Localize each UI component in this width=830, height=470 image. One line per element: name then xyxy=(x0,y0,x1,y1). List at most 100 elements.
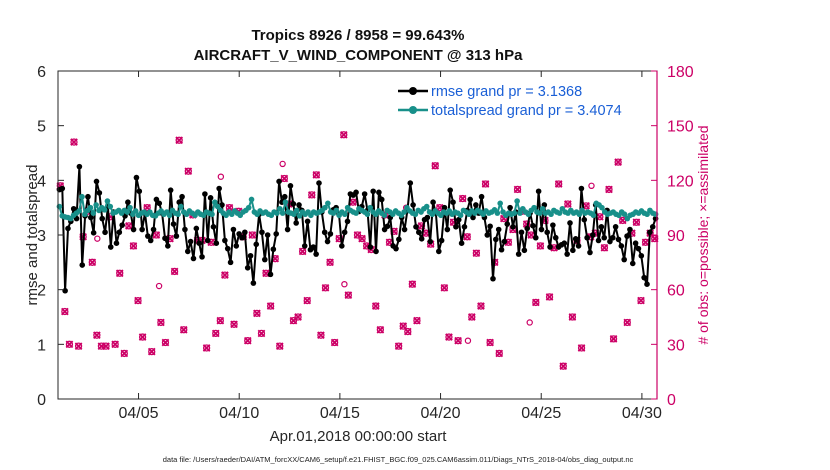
rmse-point xyxy=(207,195,214,201)
rmse-point xyxy=(250,280,257,286)
y-tick-label: 1 xyxy=(37,337,46,354)
obs-assimilated-point xyxy=(317,331,325,340)
obs-possible-marker xyxy=(555,180,563,188)
obs-possible-marker xyxy=(614,158,622,166)
obs-assimilated-point xyxy=(88,258,97,267)
obs-assimilated-point xyxy=(531,298,540,307)
obs-possible-marker xyxy=(577,344,586,352)
y-tick-label: 2 xyxy=(37,283,46,300)
rmse-point xyxy=(401,226,408,233)
obs-possible-marker xyxy=(408,280,417,288)
rmse-point xyxy=(253,241,260,248)
obs-assimilated-marker xyxy=(349,198,357,207)
totalspread-point xyxy=(274,210,280,216)
rmse-point xyxy=(581,216,588,223)
rmse-point xyxy=(564,251,570,257)
obs-assimilated-marker xyxy=(111,340,119,349)
legend-rmse-marker xyxy=(409,87,417,95)
obs-assimilated-point xyxy=(230,320,238,329)
rmse-point xyxy=(438,237,445,244)
rmse-point xyxy=(216,185,222,192)
obs-assimilated-marker xyxy=(280,174,289,183)
rmse-point xyxy=(130,226,137,233)
obs-possible-marker xyxy=(125,222,133,230)
rmse-point xyxy=(287,183,294,189)
data-file-footer: data file: /Users/raeder/DAI/ATM_forcXX/… xyxy=(163,455,634,464)
totalspread-point xyxy=(536,210,543,216)
obs-possible-marker xyxy=(280,174,288,183)
rmse-point xyxy=(510,224,516,230)
obs-possible-marker xyxy=(651,234,659,243)
totalspread-point xyxy=(497,200,503,207)
obs-possible-marker xyxy=(454,337,462,345)
rmse-point xyxy=(204,237,211,244)
rmse-point xyxy=(233,243,240,249)
rmse-point xyxy=(236,231,242,237)
rmse-point xyxy=(284,226,291,233)
rmse-point xyxy=(344,218,351,225)
obs-assimilated-point xyxy=(307,191,316,199)
obs-assimilated-marker xyxy=(358,234,366,243)
obs-possible-marker xyxy=(184,167,192,175)
x-tick-label: 04/30 xyxy=(622,405,662,422)
obs-possible-marker xyxy=(399,322,407,330)
obs-possible-marker xyxy=(248,231,256,239)
obs-assimilated-point xyxy=(605,185,613,194)
obs-possible-marker xyxy=(431,162,439,170)
obs-assimilated-marker xyxy=(559,362,568,371)
obs-assimilated-marker xyxy=(266,302,275,310)
rmse-point xyxy=(530,222,536,229)
totalspread-point xyxy=(364,211,371,218)
rmse-point xyxy=(182,226,188,233)
rmse-point xyxy=(453,224,459,230)
obs-possible-marker xyxy=(344,291,353,299)
obs-assimilated-point xyxy=(326,258,334,267)
obs-assimilated-marker xyxy=(472,249,481,258)
rmse-point xyxy=(495,226,502,233)
obs-assimilated-marker xyxy=(563,200,572,208)
obs-assimilated-point xyxy=(614,158,622,166)
rmse-point xyxy=(538,226,545,233)
totalspread-point xyxy=(166,212,173,219)
rmse-point xyxy=(632,240,639,246)
y-tick-label: 4 xyxy=(37,173,46,190)
obs-possible-marker xyxy=(605,185,613,194)
obs-possible-point xyxy=(464,337,472,344)
obs-assimilated-point xyxy=(463,232,472,241)
totalspread-point xyxy=(296,213,303,219)
obs-possible-marker xyxy=(266,302,275,310)
obs-assimilated-marker xyxy=(88,258,97,267)
obs-possible-marker xyxy=(495,349,503,358)
obs-assimilated-marker xyxy=(321,284,330,292)
totalspread-point xyxy=(82,211,88,218)
rmse-point xyxy=(376,189,382,196)
obs-assimilated-point xyxy=(339,130,348,139)
obs-assimilated-point xyxy=(170,267,179,276)
x-axis-label: Apr.01,2018 00:00:00 start xyxy=(270,428,448,445)
obs-assimilated-marker xyxy=(326,258,334,267)
x-tick-label: 04/25 xyxy=(521,405,561,422)
obs-possible-marker xyxy=(276,342,284,350)
obs-assimilated-marker xyxy=(577,344,586,352)
obs-possible-marker xyxy=(148,347,156,356)
rmse-point xyxy=(353,189,359,196)
rmse-point xyxy=(153,196,160,203)
obs-assimilated-point xyxy=(221,271,229,279)
rmse-point xyxy=(441,204,448,211)
obs-assimilated-point xyxy=(294,313,302,321)
obs-possible-marker xyxy=(564,200,572,208)
totalspread-point xyxy=(127,204,133,211)
rmse-point xyxy=(598,224,605,230)
totalspread-point xyxy=(132,208,139,214)
rmse-point xyxy=(270,246,277,253)
obs-assimilated-point xyxy=(298,247,307,256)
rmse-point xyxy=(396,236,402,243)
rmse-point xyxy=(230,226,237,233)
obs-possible-marker xyxy=(180,326,188,334)
obs-possible-marker xyxy=(303,296,311,305)
rmse-point xyxy=(199,254,205,260)
obs-assimilated-marker xyxy=(317,331,325,340)
rmse-point xyxy=(202,191,208,197)
obs-assimilated-point xyxy=(394,342,403,350)
